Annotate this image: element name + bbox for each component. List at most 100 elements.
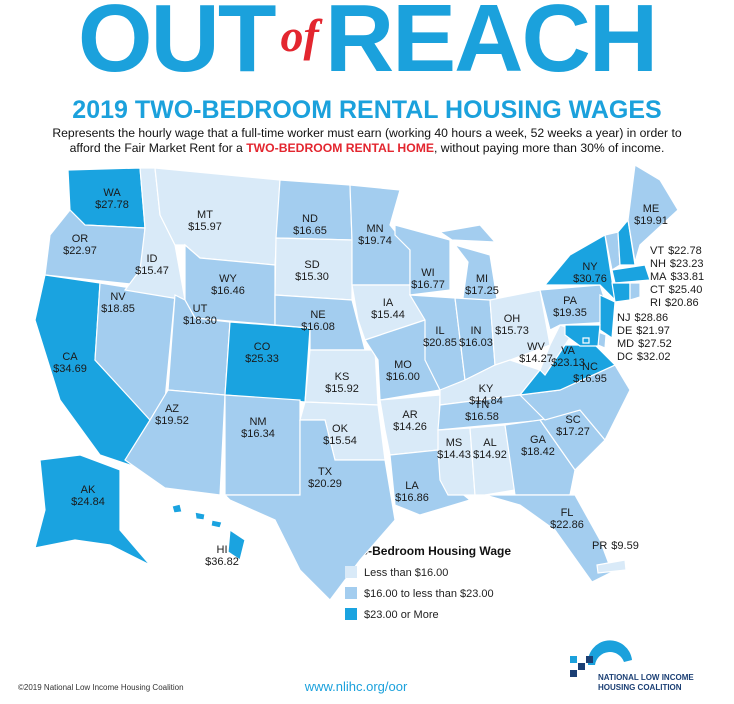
state-abbr: ID [147, 253, 158, 265]
description-line: Represents the hourly wage that a full-t… [52, 126, 682, 140]
state-shape [582, 337, 590, 344]
description-text: , without paying more than 30% of income… [434, 141, 665, 155]
state-abbr: CO [254, 341, 271, 353]
state-wage: $14.26 [393, 421, 427, 433]
state-abbr: MT [197, 209, 213, 221]
state-wage: $22.97 [63, 245, 97, 257]
state-wage: $15.44 [371, 309, 405, 321]
state-shape [34, 454, 151, 566]
logo-text: HOUSING COALITION [598, 683, 682, 692]
state-abbr: PA [563, 295, 578, 307]
state-abbr: ND [302, 213, 318, 225]
state-abbr: WI [421, 267, 434, 279]
state-abbr: VA [561, 345, 576, 357]
state-abbr: OH [504, 313, 521, 325]
state-wage: $27.52 [638, 338, 672, 350]
state-wage: $16.46 [211, 285, 245, 297]
state-shape [489, 289, 551, 366]
main-title: OUT ofREACH [0, 0, 734, 89]
state-abbr: KY [479, 383, 494, 395]
state-abbr: DC [617, 351, 633, 363]
state-abbr: NM [249, 416, 266, 428]
state-shape [611, 282, 631, 303]
state-abbr: AZ [165, 403, 179, 415]
state-label: MD $27.52 [617, 338, 672, 350]
state-abbr: HI [217, 544, 228, 556]
state-abbr: TX [318, 466, 333, 478]
state-wage: $19.91 [634, 215, 668, 227]
state-label: NH $23.23 [650, 258, 704, 270]
state-shape [364, 319, 441, 401]
state-abbr: KS [335, 371, 350, 383]
state-abbr: MD [617, 338, 634, 350]
state-abbr: WY [219, 273, 237, 285]
state-label: NJ $28.86 [617, 312, 668, 324]
url[interactable]: www.nlihc.org/oor [304, 679, 408, 694]
state-wage: $23.23 [670, 258, 704, 270]
state-abbr: UT [193, 303, 208, 315]
state-abbr: AR [402, 409, 417, 421]
state-abbr: AK [81, 484, 96, 496]
legend-title: Two-Bedroom Housing Wage [345, 544, 511, 558]
state-wage: $20.29 [308, 478, 342, 490]
state-label: CT $25.40 [650, 284, 702, 296]
state-abbr: CA [62, 351, 78, 363]
state-wage: $16.08 [301, 321, 335, 333]
legend-swatch [345, 587, 357, 599]
state-shape [469, 424, 516, 496]
state-abbr: MI [476, 273, 488, 285]
heading: 2019 TWO-BEDROOM RENTAL HOUSING WAGES [72, 96, 662, 124]
state-shape [504, 419, 576, 496]
state-wage: $17.27 [556, 426, 590, 438]
state-wage: $27.78 [95, 199, 129, 211]
state-wage: $19.35 [553, 307, 587, 319]
state-wage: $36.82 [205, 556, 239, 568]
state-wage: $16.95 [573, 373, 607, 385]
description-text: afford the Fair Market Rent for a [69, 141, 247, 155]
state-abbr: SD [304, 259, 319, 271]
state-abbr: MS [446, 437, 463, 449]
state-wage: $14.84 [469, 395, 503, 407]
state-shape [171, 503, 183, 514]
state-abbr: PR [592, 540, 607, 552]
state-wage: $14.43 [437, 449, 471, 461]
state-wage: $32.02 [637, 351, 671, 363]
state-abbr: NY [582, 261, 598, 273]
state-wage: $16.77 [411, 279, 445, 291]
state-shape [539, 284, 613, 331]
state-abbr: MN [366, 223, 383, 235]
state-shape [543, 234, 616, 302]
state-wage: $16.65 [293, 225, 327, 237]
state-wage: $16.03 [459, 337, 493, 349]
state-label: DE $21.97 [617, 325, 670, 337]
state-shape [611, 264, 651, 284]
state-shape [617, 218, 636, 266]
state-abbr: MA [650, 271, 667, 283]
state-wage: $22.86 [550, 519, 584, 531]
state-wage: $20.86 [665, 297, 699, 309]
state-abbr: NJ [617, 312, 630, 324]
state-abbr: OK [332, 423, 349, 435]
legend-label: Less than $16.00 [364, 567, 448, 579]
state-abbr: WV [527, 341, 545, 353]
state-abbr: CT [650, 284, 665, 296]
state-abbr: NV [110, 291, 126, 303]
state-shape [484, 494, 613, 583]
logo-arc [587, 640, 632, 665]
state-wage: $16.58 [465, 411, 499, 423]
logo-square [570, 670, 577, 677]
state-wage: $16.00 [386, 371, 420, 383]
state-wage: $15.73 [495, 325, 529, 337]
description: Represents the hourly wage that a full-t… [0, 126, 734, 156]
state-wage: $15.30 [295, 271, 329, 283]
state-wage: $14.92 [473, 449, 507, 461]
state-wage: $28.86 [634, 312, 668, 324]
state-abbr: TN [475, 399, 490, 411]
state-wage: $25.33 [245, 353, 279, 365]
state-wage: $34.69 [53, 363, 87, 375]
state-label: RI $20.86 [650, 297, 699, 309]
state-abbr: GA [530, 434, 547, 446]
state-wage: $17.25 [465, 285, 499, 297]
state-shape [210, 519, 223, 529]
